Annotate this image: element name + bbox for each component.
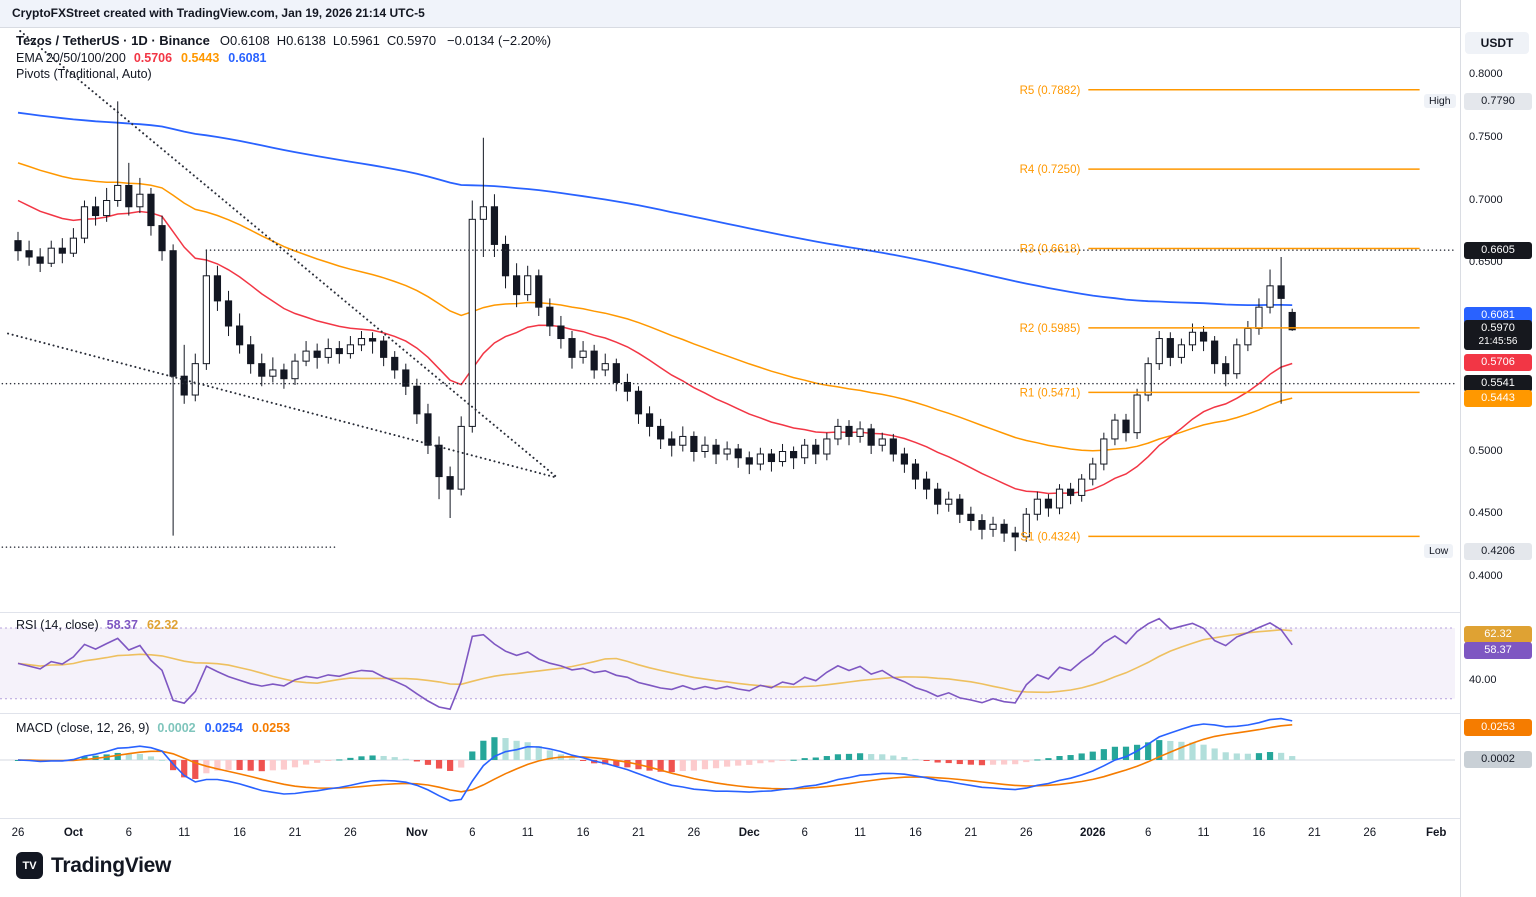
tradingview-branding[interactable]: TV TradingView [16,852,171,879]
ohlc-high: H0.6138 [276,33,326,48]
time-label-16: 16 [577,827,590,839]
dotted-trendline-1[interactable] [19,30,559,479]
macd-legend[interactable]: MACD (close, 12, 26, 9) 0.0002 0.0254 0.… [16,721,299,735]
pivots-legend[interactable]: Pivots (Traditional, Auto) [16,67,160,81]
macd-histogram[interactable] [14,737,1296,779]
chart-canvas[interactable]: R5 (0.7882) R4 (0.7250) R3 (0.6618) R2 (0.5… [0,0,1460,845]
ema200-value: 0.6081 [228,51,267,65]
ema50-value: 0.5443 [181,51,220,65]
pivot-levels[interactable]: R5 (0.7882) R4 (0.7250) R3 (0.6618) R2 (0.5… [1020,85,1420,544]
attribution-text: CryptoFXStreet created with TradingView.… [12,6,425,20]
ema-label[interactable]: EMA 20/50/100/200 [16,51,126,65]
time-label-26: 26 [1020,827,1033,839]
macd-line-value: 0.0254 [204,721,243,735]
symbol-title[interactable]: Tezos / TetherUS · 1D · Binance [16,33,210,48]
time-label-26: 26 [1363,827,1376,839]
time-label-6: 6 [126,827,132,839]
pivot-label-R1: R1 (0.5471) [1020,387,1081,399]
pane-separator-rsi-macd[interactable] [0,713,1536,714]
time-label-Oct: Oct [64,827,83,839]
axis-tick-0.7000: 0.7000 [1469,193,1503,206]
rsi-ma-line[interactable] [17,628,1293,694]
axis-tick-0.7500: 0.7500 [1469,130,1503,143]
axis-tick-0.8000: 0.8000 [1469,68,1503,80]
time-label-16: 16 [1253,827,1266,839]
time-label-6: 6 [801,827,807,839]
time-label-21: 21 [964,827,977,839]
change-value: −0.0134 (−2.20%) [447,33,552,48]
dotted-trendline-2[interactable] [7,332,559,479]
symbol-legend[interactable]: Tezos / TetherUS · 1D · Binance O0.6108 … [16,33,551,48]
macd-signal-line[interactable] [17,724,1293,793]
ema-legend[interactable]: EMA 20/50/100/200 0.5706 0.5443 0.6081 [16,51,276,65]
time-label-Dec: Dec [739,827,761,839]
time-label-6: 6 [469,827,475,839]
time-label-11: 11 [1198,827,1210,839]
tradingview-logo-text[interactable]: TradingView [51,853,172,877]
time-label-21: 21 [289,827,302,839]
axis-tick-0.4000: 0.4000 [1469,570,1503,582]
pivots-label[interactable]: Pivots (Traditional, Auto) [16,67,152,81]
pivot-label-R5: R5 (0.7882) [1020,85,1081,97]
time-label-2026: 2026 [1080,827,1106,839]
rsi-value: 58.37 [106,618,138,632]
time-label-6: 6 [1145,827,1151,839]
rsi-ma-value: 62.32 [146,618,179,632]
ema50-line[interactable] [17,162,1293,452]
ema200-line[interactable] [17,111,1293,306]
pane-separator-price-rsi[interactable] [0,612,1536,613]
rsi-label[interactable]: RSI (14, close) [16,618,99,632]
time-label-26: 26 [12,827,25,839]
macd-signal-value: 0.0253 [251,721,291,735]
rsi-pane[interactable] [0,617,1455,711]
pane-separator-macd-timeaxis[interactable] [0,818,1536,819]
axis-tick-40.00: 40.00 [1469,674,1497,687]
time-label-11: 11 [178,827,190,839]
attribution-bar: CryptoFXStreet created with TradingView.… [0,0,1536,28]
low-tag: Low [1424,543,1454,558]
macd-pane[interactable] [0,717,1455,802]
ohlc-low: L0.5961 [332,33,380,48]
axis-tick-0.5000: 0.5000 [1469,444,1503,457]
macd-label[interactable]: MACD (close, 12, 26, 9) [16,721,150,735]
time-label-21: 21 [632,827,645,839]
pivot-label-R3: R3 (0.6618) [1020,243,1081,255]
ohlc-close: C0.5970 [386,33,437,48]
ohlc-open: O0.6108 [219,33,270,48]
currency-toggle[interactable]: USDT [1465,32,1529,54]
candlestick-series[interactable] [14,101,1296,552]
pivot-label-S1: S1 (0.4324) [1020,531,1080,543]
high-tag: High [1424,93,1456,108]
axis-tick-0.6500: 0.6500 [1469,256,1503,269]
time-label-26: 26 [687,827,700,839]
ema20-value: 0.5706 [133,51,173,65]
time-label-21: 21 [1308,827,1321,839]
price-pane[interactable]: R5 (0.7882) R4 (0.7250) R3 (0.6618) R2 (0.5… [0,30,1456,552]
time-label-11: 11 [854,827,866,839]
macd-line[interactable] [17,717,1293,802]
time-label-26: 26 [344,827,357,839]
axis-tick-0.4500: 0.4500 [1469,507,1503,520]
rsi-legend[interactable]: RSI (14, close) 58.37 62.32 [16,618,187,632]
time-label-16: 16 [909,827,922,839]
macd-hist-value: 0.0002 [157,721,196,735]
pivot-label-R2: R2 (0.5985) [1020,323,1081,335]
time-axis[interactable]: 26 Oct 6 11 16 21 26 Nov 6 11 16 21 26 Dec 6 11 16 21 26 20… [12,827,1447,839]
countdown-timer: 21:45:56 [1478,336,1518,348]
rsi-line[interactable] [17,617,1293,711]
pivot-label-R4: R4 (0.7250) [1020,164,1081,176]
time-label-Nov: Nov [406,827,428,839]
tradingview-logo-icon[interactable]: TV [16,852,43,879]
time-label-11: 11 [522,827,534,839]
price-scale[interactable]: USDT 0.8000 0.7500 0.7000 0.6500 0.5000 0.450… [1424,0,1536,897]
time-label-Feb: Feb [1426,827,1446,839]
time-label-16: 16 [233,827,246,839]
